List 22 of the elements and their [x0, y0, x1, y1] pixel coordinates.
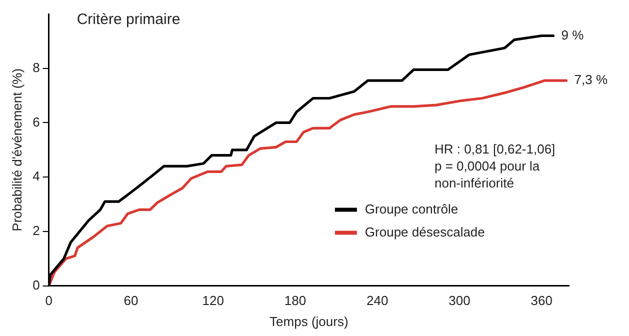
- x-tick-label: 360: [530, 293, 552, 308]
- x-tick-label: 300: [448, 293, 470, 308]
- y-tick-label: 4: [32, 168, 40, 184]
- x-tick-label: 180: [284, 293, 306, 308]
- chart-title: Critère primaire: [76, 11, 180, 28]
- x-axis-title: Temps (jours): [270, 314, 348, 329]
- x-tick-label: 120: [202, 293, 224, 308]
- y-axis-title: Probabilité d'événement (%): [9, 68, 24, 232]
- legend-label: Groupe contrôle: [364, 201, 458, 216]
- legend-label: Groupe désescalade: [364, 224, 485, 240]
- y-tick-label: 6: [32, 114, 40, 130]
- annotation: non-infériorité: [434, 175, 514, 190]
- annotation: p = 0,0004 pour la: [434, 158, 540, 174]
- y-tick-label: 2: [32, 223, 40, 238]
- annotation: 7,3 %: [574, 72, 608, 88]
- x-tick-label: 240: [366, 293, 388, 308]
- y-tick-label: 0: [32, 277, 40, 292]
- annotation: 9 %: [561, 27, 584, 42]
- y-tick-label: 8: [32, 60, 40, 75]
- annotation: HR : 0,81 [0,62-1,06]: [434, 141, 556, 156]
- x-tick-label: 60: [124, 293, 138, 308]
- x-tick-label: 0: [45, 293, 52, 308]
